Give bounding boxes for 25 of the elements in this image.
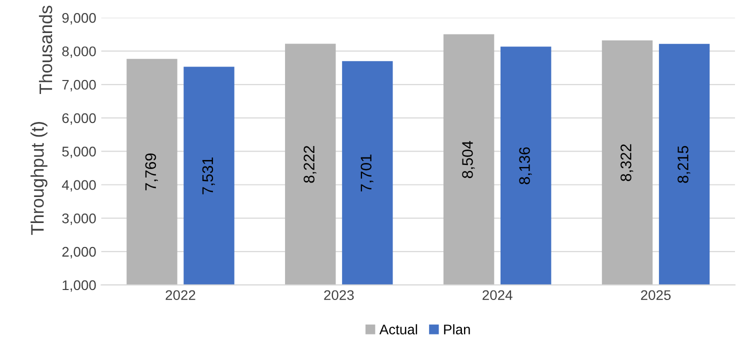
y-axis-title: Throughput (t) — [30, 122, 48, 235]
y-tick-label: 3,000 — [62, 213, 96, 225]
data-label: 8,222 — [304, 146, 316, 183]
data-label: 7,769 — [145, 154, 158, 190]
data-label: 7,701 — [360, 154, 374, 192]
legend-label: Actual — [379, 324, 418, 334]
y-tick-label: 6,000 — [62, 113, 96, 125]
x-tick-label: 2023 — [324, 290, 354, 300]
x-tick-label: 2024 — [482, 290, 512, 300]
data-label: 8,504 — [462, 140, 475, 178]
y-tick-label: 2,000 — [62, 246, 96, 258]
legend-label: Plan — [444, 324, 470, 334]
data-label: 7,531 — [202, 158, 215, 194]
x-tick-label: 2025 — [641, 290, 671, 300]
y-tick-label: 8,000 — [62, 46, 96, 58]
data-label: 8,136 — [519, 147, 532, 184]
data-label: 8,322 — [620, 144, 634, 182]
text: Thousands — [38, 6, 52, 94]
y-tick-label: 1,000 — [62, 280, 96, 292]
y-tick-label: 5,000 — [62, 146, 96, 158]
y-tick-label: 7,000 — [62, 80, 96, 92]
data-label: 8,215 — [678, 146, 690, 183]
y-tick-label: 9,000 — [62, 13, 96, 25]
y-tick-label: 4,000 — [62, 180, 96, 192]
x-tick-label: 2022 — [166, 290, 196, 300]
